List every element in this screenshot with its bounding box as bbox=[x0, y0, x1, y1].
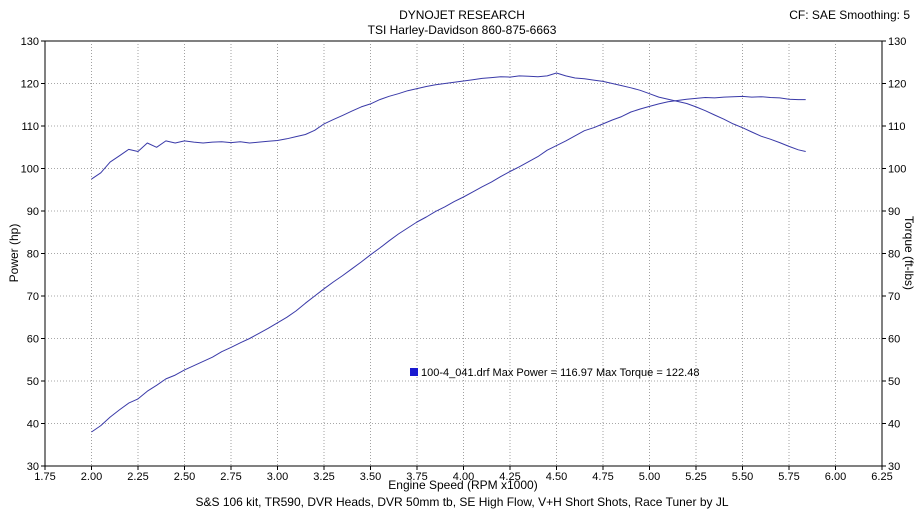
legend-marker bbox=[410, 368, 418, 376]
torque-curve bbox=[91, 72, 806, 180]
x-tick-label: 5.00 bbox=[639, 471, 660, 483]
axis-ticks: 1.75 2.00 2.25 2.50 2.75 3.00 3.25 3.50 3.75 4.00… bbox=[21, 36, 907, 483]
y-tick-label: 100 bbox=[21, 164, 39, 176]
y2-tick-label: 130 bbox=[888, 36, 906, 48]
footer-notes: S&S 106 kit, TR590, DVR Heads, DVR 50mm … bbox=[195, 495, 729, 509]
x-tick-label: 6.00 bbox=[825, 471, 846, 483]
x-tick-label: 1.75 bbox=[34, 471, 55, 483]
chart-subtitle: TSI Harley-Davidson 860-875-6663 bbox=[367, 23, 557, 37]
correction-factor-label: CF: SAE Smoothing: 5 bbox=[789, 8, 910, 22]
x-tick-label: 2.00 bbox=[81, 471, 102, 483]
y2-tick-label: 120 bbox=[888, 79, 906, 91]
y-tick-label: 30 bbox=[27, 461, 39, 473]
y-tick-label: 120 bbox=[21, 79, 39, 91]
x-tick-label: 3.75 bbox=[406, 471, 427, 483]
y2-tick-label: 70 bbox=[888, 291, 900, 303]
x-tick-label: 5.25 bbox=[685, 471, 706, 483]
power-curve bbox=[91, 95, 806, 433]
y-tick-label: 90 bbox=[27, 206, 39, 218]
y2-tick-label: 110 bbox=[888, 121, 906, 133]
x-tick-label: 4.75 bbox=[592, 471, 613, 483]
x-tick-label: 3.00 bbox=[267, 471, 288, 483]
y-tick-label: 50 bbox=[27, 376, 39, 388]
y-axis-label: Power (hp) bbox=[7, 224, 21, 283]
y-tick-label: 70 bbox=[27, 291, 39, 303]
grid bbox=[45, 41, 882, 466]
x-tick-label: 4.00 bbox=[453, 471, 474, 483]
x-tick-label: 3.50 bbox=[360, 471, 381, 483]
y2-tick-label: 90 bbox=[888, 206, 900, 218]
y2-tick-label: 30 bbox=[888, 461, 900, 473]
x-tick-label: 5.75 bbox=[778, 471, 799, 483]
y-tick-label: 40 bbox=[27, 419, 39, 431]
y-tick-label: 130 bbox=[21, 36, 39, 48]
y2-tick-label: 80 bbox=[888, 249, 900, 261]
x-tick-label: 2.50 bbox=[174, 471, 195, 483]
x-tick-label: 4.25 bbox=[499, 471, 520, 483]
y2-axis-label: Torque (ft-lbs) bbox=[902, 216, 916, 290]
chart-title: DYNOJET RESEARCH bbox=[399, 8, 525, 22]
x-tick-label: 3.25 bbox=[313, 471, 334, 483]
y2-tick-label: 60 bbox=[888, 334, 900, 346]
y-tick-label: 80 bbox=[27, 249, 39, 261]
y2-tick-label: 40 bbox=[888, 419, 900, 431]
y2-tick-label: 50 bbox=[888, 376, 900, 388]
x-tick-label: 4.50 bbox=[546, 471, 567, 483]
legend-text: 100-4_041.drf Max Power = 116.97 Max Tor… bbox=[421, 367, 699, 379]
y-tick-label: 110 bbox=[21, 121, 39, 133]
y2-tick-label: 100 bbox=[888, 164, 906, 176]
x-axis-label: Engine Speed (RPM x1000) bbox=[388, 478, 537, 492]
x-tick-label: 2.25 bbox=[127, 471, 148, 483]
x-tick-label: 6.25 bbox=[871, 471, 892, 483]
x-tick-label: 5.50 bbox=[732, 471, 753, 483]
y-tick-label: 60 bbox=[27, 334, 39, 346]
x-tick-label: 2.75 bbox=[220, 471, 241, 483]
series-lines bbox=[91, 72, 806, 433]
